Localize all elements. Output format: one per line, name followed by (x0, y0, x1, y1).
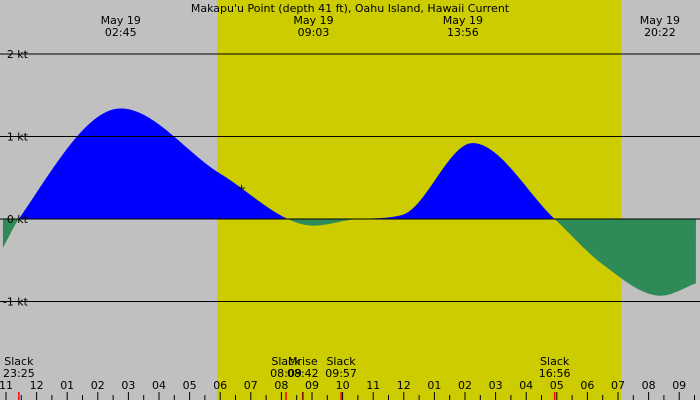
hour-label: 06 (580, 379, 594, 392)
hour-label: 07 (244, 379, 258, 392)
event-label: Mrise (288, 355, 318, 368)
extreme-time: 09:03 (298, 26, 330, 39)
hour-label: 01 (60, 379, 74, 392)
event-time: 08:09 (270, 367, 302, 380)
extreme-date: May 19 (443, 14, 483, 27)
event-time: 08:42 (287, 367, 319, 380)
current-area (2, 108, 696, 296)
hour-axis: 11 12 01 02 03 04 05 06 07 08 09 10 11 12 01 02 03 04 05 06… (0, 379, 695, 400)
hour-label: 08 (274, 379, 288, 392)
ebb-area (2, 219, 696, 296)
hour-label: 05 (183, 379, 197, 392)
hour-label: 03 (121, 379, 135, 392)
hour-label: 09 (305, 379, 319, 392)
y-tick-labels: 2 kt 1 kt 0 kt -1 kt (3, 48, 29, 309)
hour-label: 12 (30, 379, 44, 392)
extreme-date: May 19 (101, 14, 141, 27)
hour-label: 07 (611, 379, 625, 392)
flood-area (2, 108, 696, 219)
hour-label: 02 (91, 379, 105, 392)
hour-label: 11 (366, 379, 380, 392)
event-time: 23:25 (3, 367, 35, 380)
event-labels: Slack23:25Slack08:09Mrise08:42Slack09:57… (3, 355, 571, 400)
y-tick-label: 2 kt (7, 48, 29, 61)
hour-label: 10 (336, 379, 350, 392)
hour-label: 12 (397, 379, 411, 392)
daylight-band-0 (217, 0, 622, 400)
hour-label: 05 (550, 379, 564, 392)
event-label: Slack (540, 355, 570, 368)
hour-label: 01 (427, 379, 441, 392)
event-label: Slack (326, 355, 356, 368)
hour-label: 09 (672, 379, 686, 392)
hour-label: 08 (642, 379, 656, 392)
y-tick-label: 1 kt (7, 131, 29, 144)
extreme-time: 20:22 (644, 26, 676, 39)
daylight-bands (217, 0, 622, 400)
gridlines (0, 53, 700, 302)
hour-label: 04 (519, 379, 533, 392)
extreme-date: May 19 (640, 14, 680, 27)
hour-label: 11 (0, 379, 13, 392)
current-marker: + (237, 182, 246, 195)
extreme-time: 02:45 (105, 26, 137, 39)
event-label: Slack (271, 355, 301, 368)
extreme-date: May 19 (293, 14, 333, 27)
hour-label: 04 (152, 379, 166, 392)
hour-label: 06 (213, 379, 227, 392)
hour-label: 03 (489, 379, 503, 392)
chart-title: Makapu'u Point (depth 41 ft), Oahu Islan… (191, 2, 510, 15)
hour-label: 02 (458, 379, 472, 392)
event-time: 16:56 (539, 367, 571, 380)
y-tick-label: 0 kt (7, 213, 29, 226)
y-tick-label: -1 kt (3, 296, 29, 309)
extreme-time: 13:56 (447, 26, 479, 39)
event-label: Slack (4, 355, 34, 368)
event-time: 09:57 (325, 367, 357, 380)
